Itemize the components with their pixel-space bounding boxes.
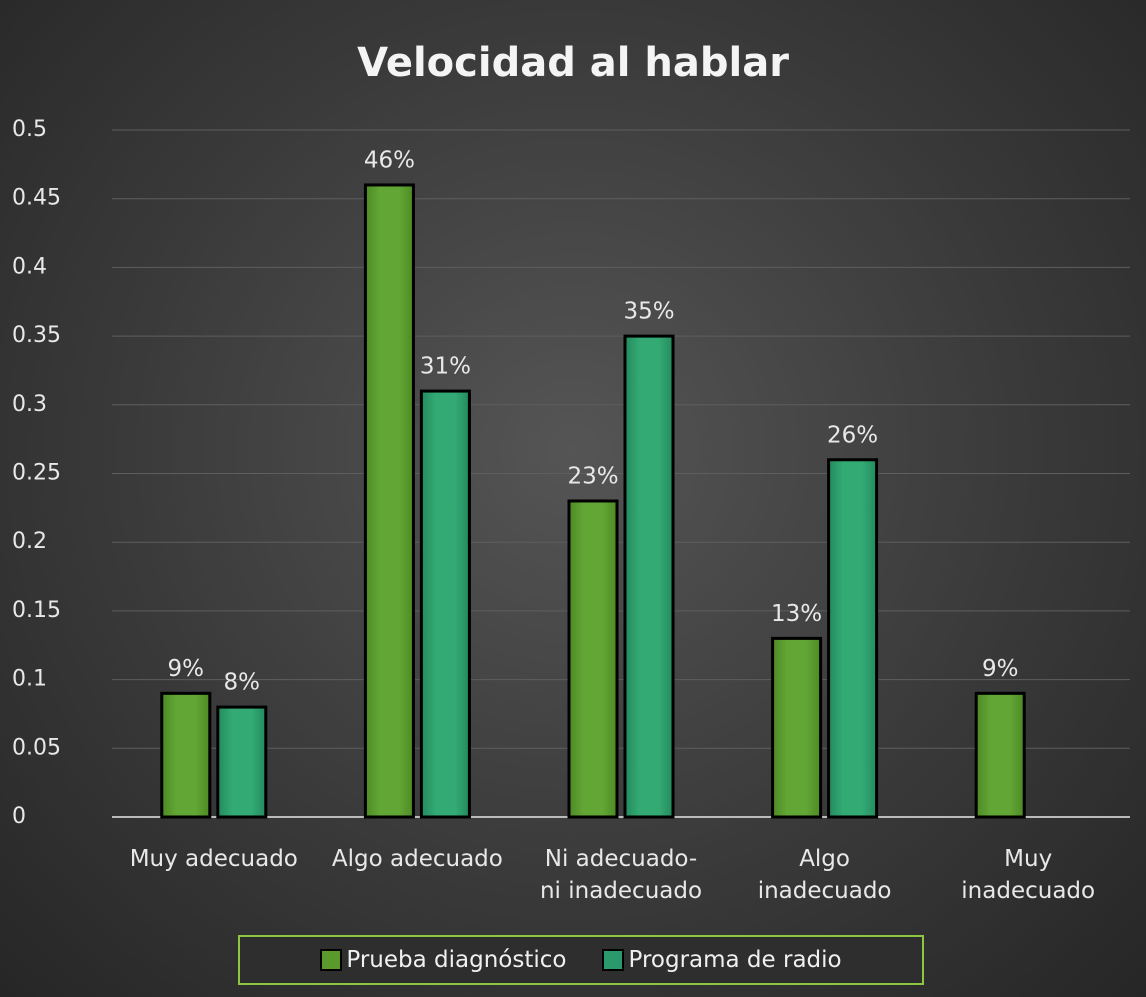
data-label: 31% [420, 354, 471, 380]
legend-item: Prueba diagnóstico [320, 947, 566, 973]
legend-swatch [602, 949, 625, 971]
y-tick-label: 0.5 [12, 117, 47, 142]
data-label: 26% [827, 422, 878, 448]
legend-label: Programa de radio [628, 947, 842, 973]
data-label: 35% [623, 299, 674, 325]
legend-swatch [320, 949, 343, 971]
bar [771, 636, 823, 819]
x-tick-label: Ni adecuado- ni inadecuado [539, 846, 703, 904]
bar [827, 458, 879, 819]
y-tick-label: 0 [12, 804, 26, 829]
legend-item: Programa de radio [602, 947, 842, 973]
y-tick-label: 0.3 [12, 392, 47, 417]
y-tick-label: 0.15 [12, 598, 61, 623]
x-tick-label: Algo adecuado [331, 846, 503, 872]
bar [160, 691, 212, 819]
data-label: 9% [982, 656, 1019, 682]
bar [974, 691, 1026, 819]
data-label: 9% [168, 656, 205, 682]
bar [216, 705, 268, 819]
data-label: 23% [567, 463, 618, 489]
legend: Prueba diagnóstico Programa de radio [238, 935, 924, 985]
legend-label: Prueba diagnóstico [346, 947, 567, 973]
y-tick-label: 0.45 [12, 186, 61, 211]
y-tick-label: 0.05 [12, 735, 61, 760]
x-tick-label: Muy inadecuado [961, 846, 1096, 904]
data-label: 13% [771, 601, 822, 627]
bar [363, 183, 415, 819]
y-tick-label: 0.25 [12, 461, 61, 486]
bar [623, 334, 675, 819]
bar [419, 389, 471, 819]
data-label: 8% [224, 670, 261, 696]
chart-title: Velocidad al hablar [357, 40, 789, 86]
x-tick-label: Algo inadecuado [757, 846, 892, 904]
x-tick-label: Muy adecuado [129, 846, 298, 872]
y-tick-label: 0.1 [12, 667, 47, 692]
bar [567, 499, 619, 819]
data-label: 46% [364, 147, 415, 173]
y-tick-label: 0.4 [12, 254, 47, 279]
y-tick-label: 0.2 [12, 529, 47, 554]
y-tick-label: 0.35 [12, 323, 61, 348]
